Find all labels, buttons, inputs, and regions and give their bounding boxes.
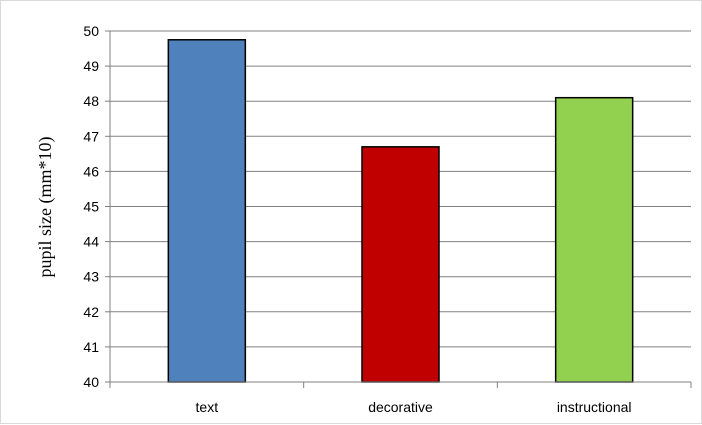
x-tick-label-decorative: decorative — [368, 399, 433, 415]
y-tick-label: 48 — [83, 93, 99, 109]
bar-decorative — [361, 146, 440, 383]
y-tick-label: 40 — [83, 374, 99, 390]
x-axis-ticks: text decorative instructional — [109, 382, 692, 415]
y-tick-label: 42 — [83, 304, 99, 320]
y-tick-label: 46 — [83, 163, 99, 179]
bar-instructional — [554, 96, 634, 383]
y-tick-label: 47 — [83, 128, 99, 144]
y-axis-title: pupil size (mm*10) — [35, 137, 56, 278]
y-tick-label: 44 — [83, 234, 99, 250]
y-tick-label: 50 — [83, 23, 99, 39]
bar-text — [167, 39, 247, 383]
x-tick-label-instructional: instructional — [557, 399, 632, 415]
x-tick-label-text: text — [196, 399, 219, 415]
y-tick-label: 43 — [83, 269, 99, 285]
y-tick-label: 41 — [83, 339, 99, 355]
y-axis-ticks: 40 41 42 43 44 45 46 47 48 49 50 — [83, 23, 110, 390]
bars — [167, 39, 634, 383]
y-tick-label: 45 — [83, 199, 99, 215]
y-tick-label: 49 — [83, 58, 99, 74]
